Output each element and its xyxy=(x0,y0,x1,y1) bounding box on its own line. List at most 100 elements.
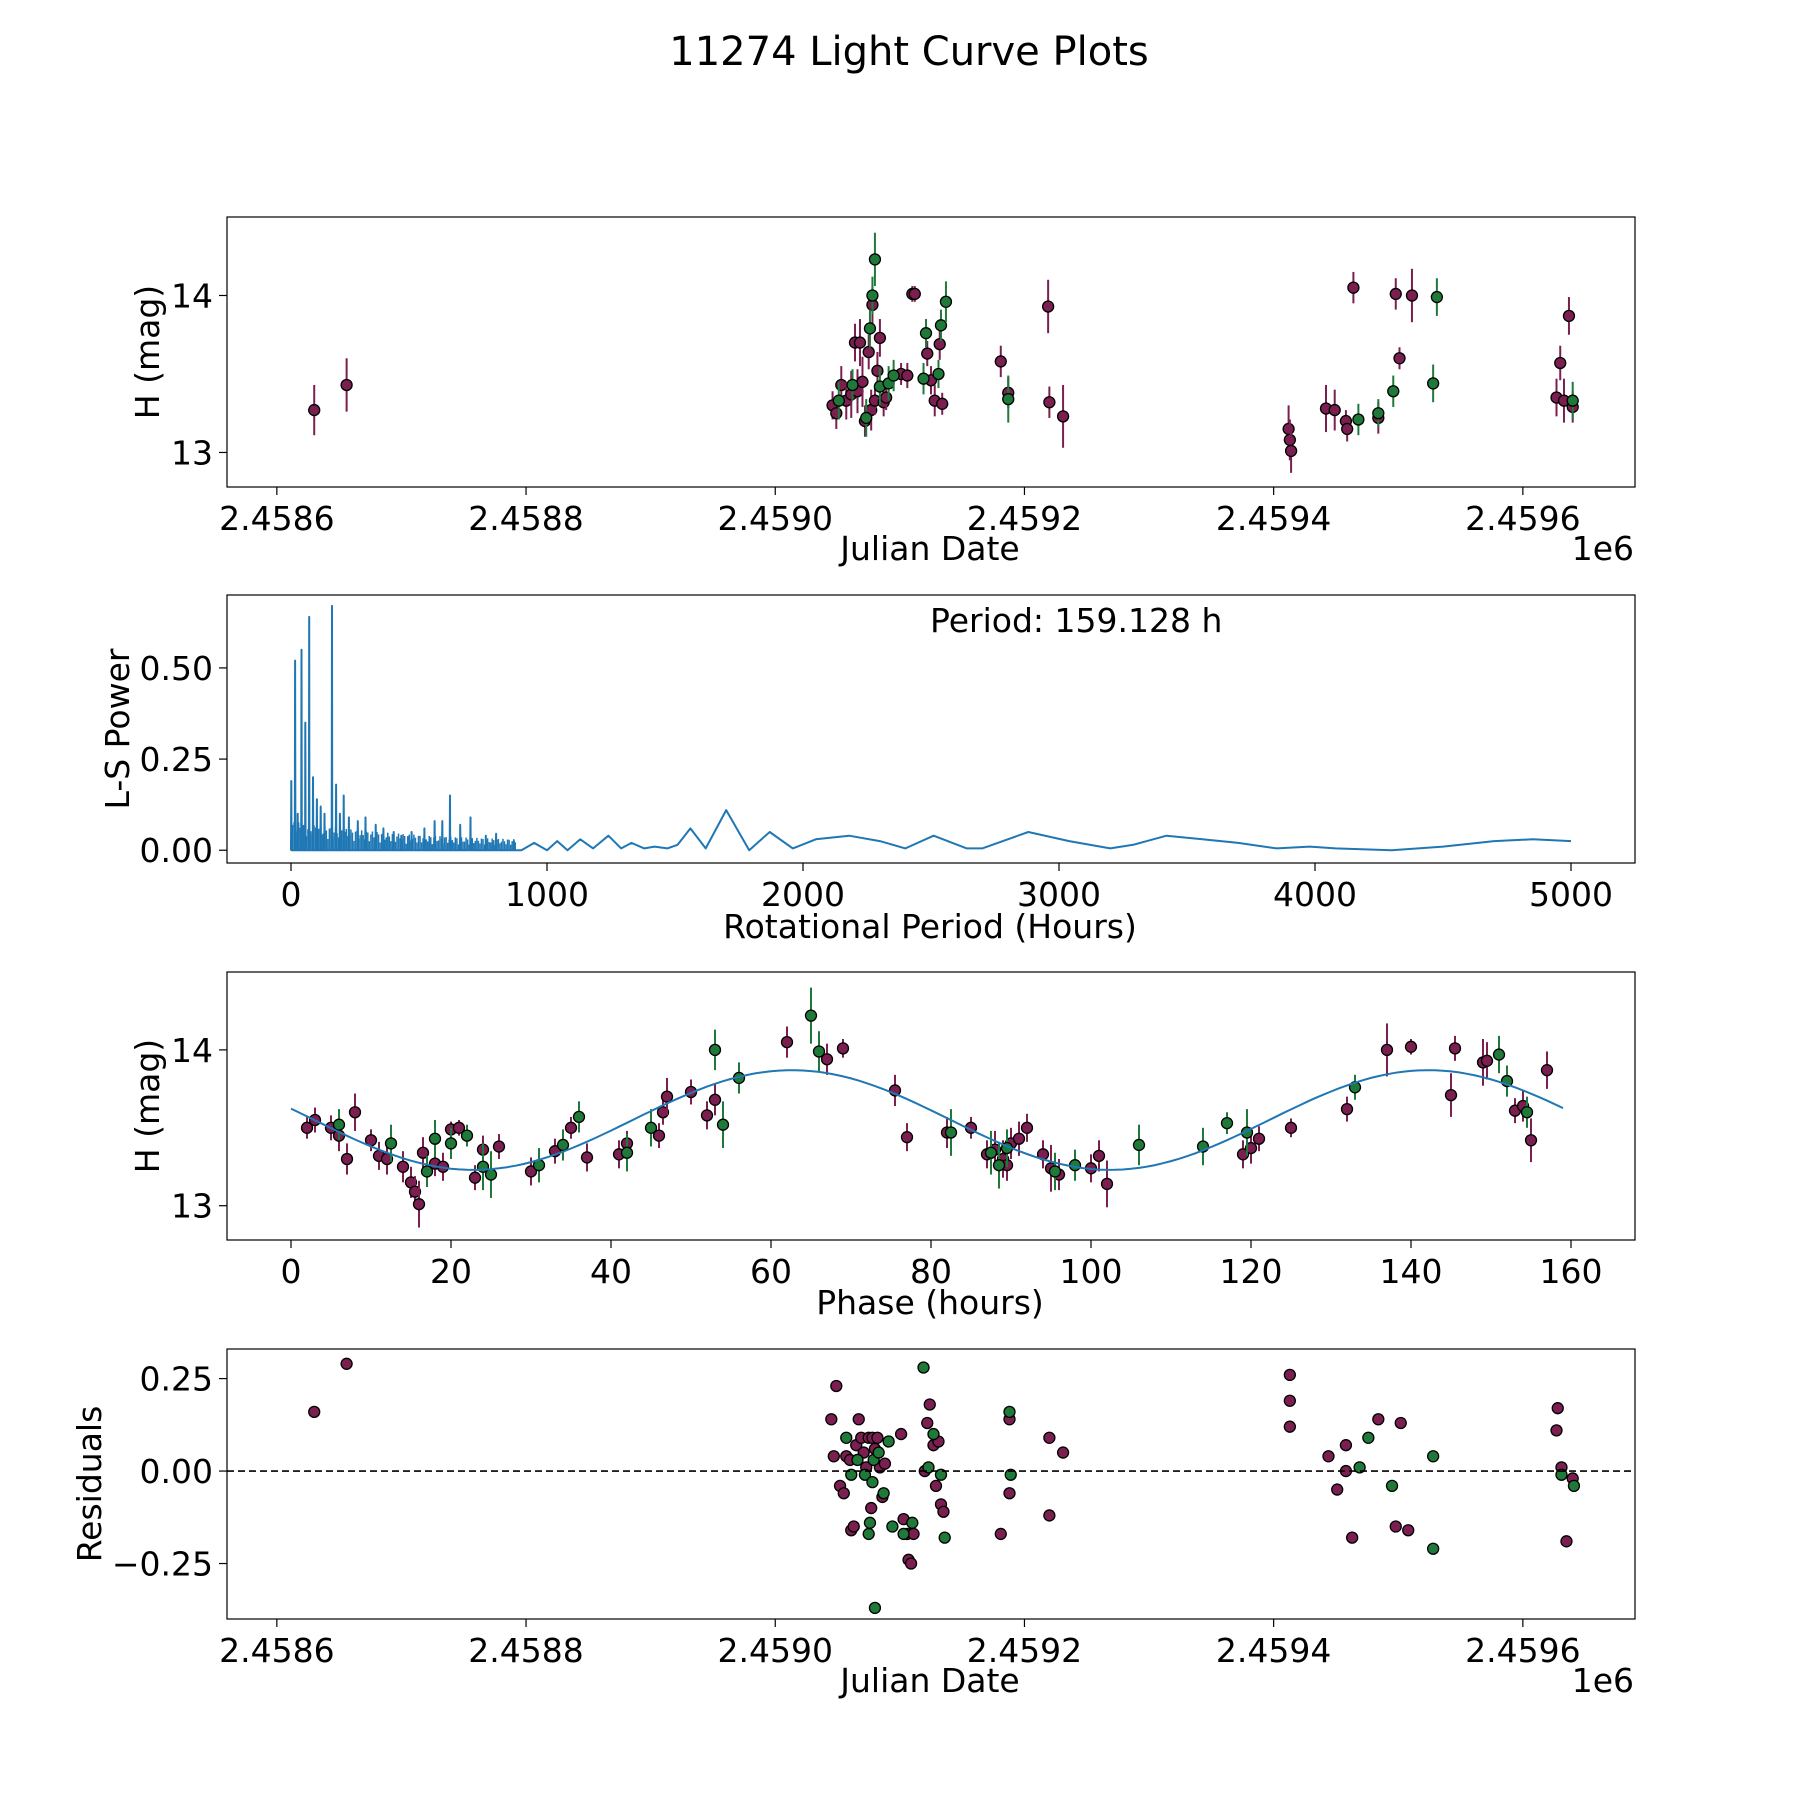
y-tick-label: 0.50 xyxy=(140,649,213,688)
data-point-r xyxy=(1283,1420,1297,1433)
data-point-r xyxy=(452,1121,466,1134)
data-point-g xyxy=(917,372,930,385)
phased-frame xyxy=(226,971,1636,1241)
data-point-r xyxy=(994,355,1007,368)
data-point-r xyxy=(412,1198,426,1211)
data-point-g xyxy=(332,1118,346,1131)
data-point-g xyxy=(877,1487,890,1500)
data-point-r xyxy=(468,1171,482,1184)
data-point-g xyxy=(484,1168,498,1181)
data-point-r xyxy=(853,336,867,349)
data-point-r xyxy=(1322,1450,1335,1463)
data-point-r xyxy=(308,1405,321,1419)
data-point-g xyxy=(866,289,879,302)
data-point-g xyxy=(1362,1431,1375,1444)
data-point-g xyxy=(984,1146,998,1159)
data-point-r xyxy=(1003,1487,1016,1500)
data-point-g xyxy=(866,1476,879,1489)
periodogram-line xyxy=(290,604,1572,852)
data-point-r xyxy=(873,331,887,345)
x-tick-label: 2.4588 xyxy=(468,499,583,538)
data-point-g xyxy=(886,1520,899,1533)
periodogram-ticks: 0 1000 2000 3000 4000 5000 0.00 0.25 0.50 xyxy=(140,649,1613,914)
data-point-r xyxy=(580,1151,594,1164)
data-point-r xyxy=(1560,1535,1573,1548)
data-point-r xyxy=(708,1093,722,1106)
data-point-g xyxy=(863,1516,877,1529)
periodogram-xlabel: Rotational Period (Hours) xyxy=(723,907,1137,946)
data-point-g xyxy=(444,1137,458,1150)
data-point-g xyxy=(862,1527,875,1541)
x-tick-label: 20 xyxy=(430,1252,472,1291)
data-point-r xyxy=(936,397,949,410)
data-point-g xyxy=(1353,1461,1366,1474)
data-point-r xyxy=(830,1379,843,1393)
data-point-r xyxy=(921,1416,934,1430)
data-point-r xyxy=(1405,289,1419,302)
lightcurve-panel: 2.4586 2.4588 2.4590 2.4592 2.4594 2.4596 13 14… xyxy=(128,216,1636,568)
data-point-r xyxy=(852,1413,865,1426)
data-point-g xyxy=(863,322,877,335)
data-point-r xyxy=(1402,1524,1415,1537)
x-tick-label: 5000 xyxy=(1529,875,1613,914)
data-point-g xyxy=(1387,385,1400,398)
data-point-r xyxy=(1540,1064,1554,1077)
data-point-g xyxy=(1430,290,1444,304)
figure-title: 11274 Light Curve Plots xyxy=(669,29,1148,75)
data-point-r xyxy=(340,1357,353,1370)
data-point-g xyxy=(1002,392,1015,406)
data-point-r xyxy=(1339,1439,1353,1452)
data-point-r xyxy=(416,1146,430,1159)
data-point-g xyxy=(917,1361,930,1374)
x-tick-label: 160 xyxy=(1540,1252,1603,1291)
residuals-plot-area xyxy=(227,1357,1635,1615)
x-tick-label: 80 xyxy=(910,1252,952,1291)
data-point-g xyxy=(832,394,845,407)
data-point-r xyxy=(1283,433,1297,447)
data-point-r xyxy=(1283,1368,1297,1382)
data-point-r xyxy=(871,364,884,377)
data-point-r xyxy=(1551,1402,1564,1415)
data-point-g xyxy=(1492,1048,1506,1061)
y-tick-label: 0.25 xyxy=(140,740,213,779)
data-point-r xyxy=(1328,403,1341,417)
data-point-g xyxy=(1426,1450,1440,1463)
lightcurve-plot-area xyxy=(308,232,1579,473)
x-tick-label: 2.4596 xyxy=(1465,499,1580,538)
data-point-r xyxy=(1012,1132,1026,1145)
data-point-r xyxy=(994,1527,1007,1541)
data-point-r xyxy=(1524,1134,1538,1147)
data-point-r xyxy=(1100,1177,1114,1191)
data-point-r xyxy=(396,1160,410,1173)
data-point-r xyxy=(894,1427,908,1441)
residuals-ticks: 2.4586 2.4588 2.4590 2.4592 2.4594 2.4596 0.25… xyxy=(112,1360,1581,1670)
data-point-r xyxy=(871,1431,884,1444)
residuals-xlabel: Julian Date xyxy=(838,1661,1020,1700)
x-tick-label: 1000 xyxy=(505,875,589,914)
x-tick-label: 100 xyxy=(1060,1252,1123,1291)
data-point-r xyxy=(1252,1132,1266,1145)
x-tick-label: 2.4594 xyxy=(1216,499,1331,538)
data-point-g xyxy=(384,1137,398,1150)
data-point-r xyxy=(1331,1483,1344,1496)
data-point-g xyxy=(846,378,859,392)
data-point-r xyxy=(660,1090,674,1103)
data-point-g xyxy=(944,1126,958,1139)
data-point-g xyxy=(934,319,948,332)
data-point-g xyxy=(556,1138,570,1152)
data-point-g xyxy=(644,1121,658,1134)
residuals-panel: 2.4586 2.4588 2.4590 2.4592 2.4594 2.4596 0.25… xyxy=(70,1348,1636,1700)
data-point-g xyxy=(851,1453,864,1467)
data-point-r xyxy=(921,347,934,360)
x-tick-label: 2.4586 xyxy=(219,1631,334,1670)
data-point-g xyxy=(1352,413,1365,426)
data-point-r xyxy=(827,1450,840,1463)
data-point-r xyxy=(904,1557,918,1570)
data-point-r xyxy=(1341,422,1354,436)
lightcurve-ticks: 2.4586 2.4588 2.4590 2.4592 2.4594 2.4596 13 14 xyxy=(171,276,1581,538)
lightcurve-offset-label: 1e6 xyxy=(1572,529,1634,568)
data-point-r xyxy=(862,345,875,359)
x-tick-label: 2000 xyxy=(761,875,845,914)
data-point-g xyxy=(919,327,933,340)
